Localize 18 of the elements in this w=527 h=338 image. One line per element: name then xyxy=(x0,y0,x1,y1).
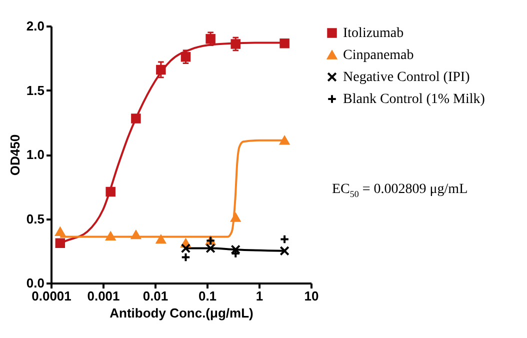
x-tick-label: 0.0001 xyxy=(32,288,72,304)
y-tick-label: 1.0 xyxy=(26,147,44,162)
legend-label: Cinpanemab xyxy=(343,48,414,63)
x-tick-label: 10 xyxy=(304,288,319,304)
x-tick-label: 0.1 xyxy=(198,288,217,304)
x-axis-title: Antibody Conc.(μg/mL) xyxy=(110,306,254,320)
legend-label: Itolizumab xyxy=(343,26,404,41)
x-tick-label: 0.001 xyxy=(87,288,120,304)
x-tick-label: 0.01 xyxy=(142,288,168,304)
y-tick-label: 0.0 xyxy=(26,276,44,290)
legend-label: Blank Control (1% Milk) xyxy=(343,92,486,107)
y-axis-title: OD450 xyxy=(7,134,22,176)
y-tick-label: 1.5 xyxy=(26,82,44,98)
y-tick-label: 0.5 xyxy=(26,211,44,226)
y-tick-label: 2.0 xyxy=(26,18,44,34)
x-tick-label: 1 xyxy=(256,288,264,304)
text: EC$_{50}$ = 0.002809 μg/mL xyxy=(332,182,468,199)
legend-label: Negative Control (IPI) xyxy=(343,70,470,85)
